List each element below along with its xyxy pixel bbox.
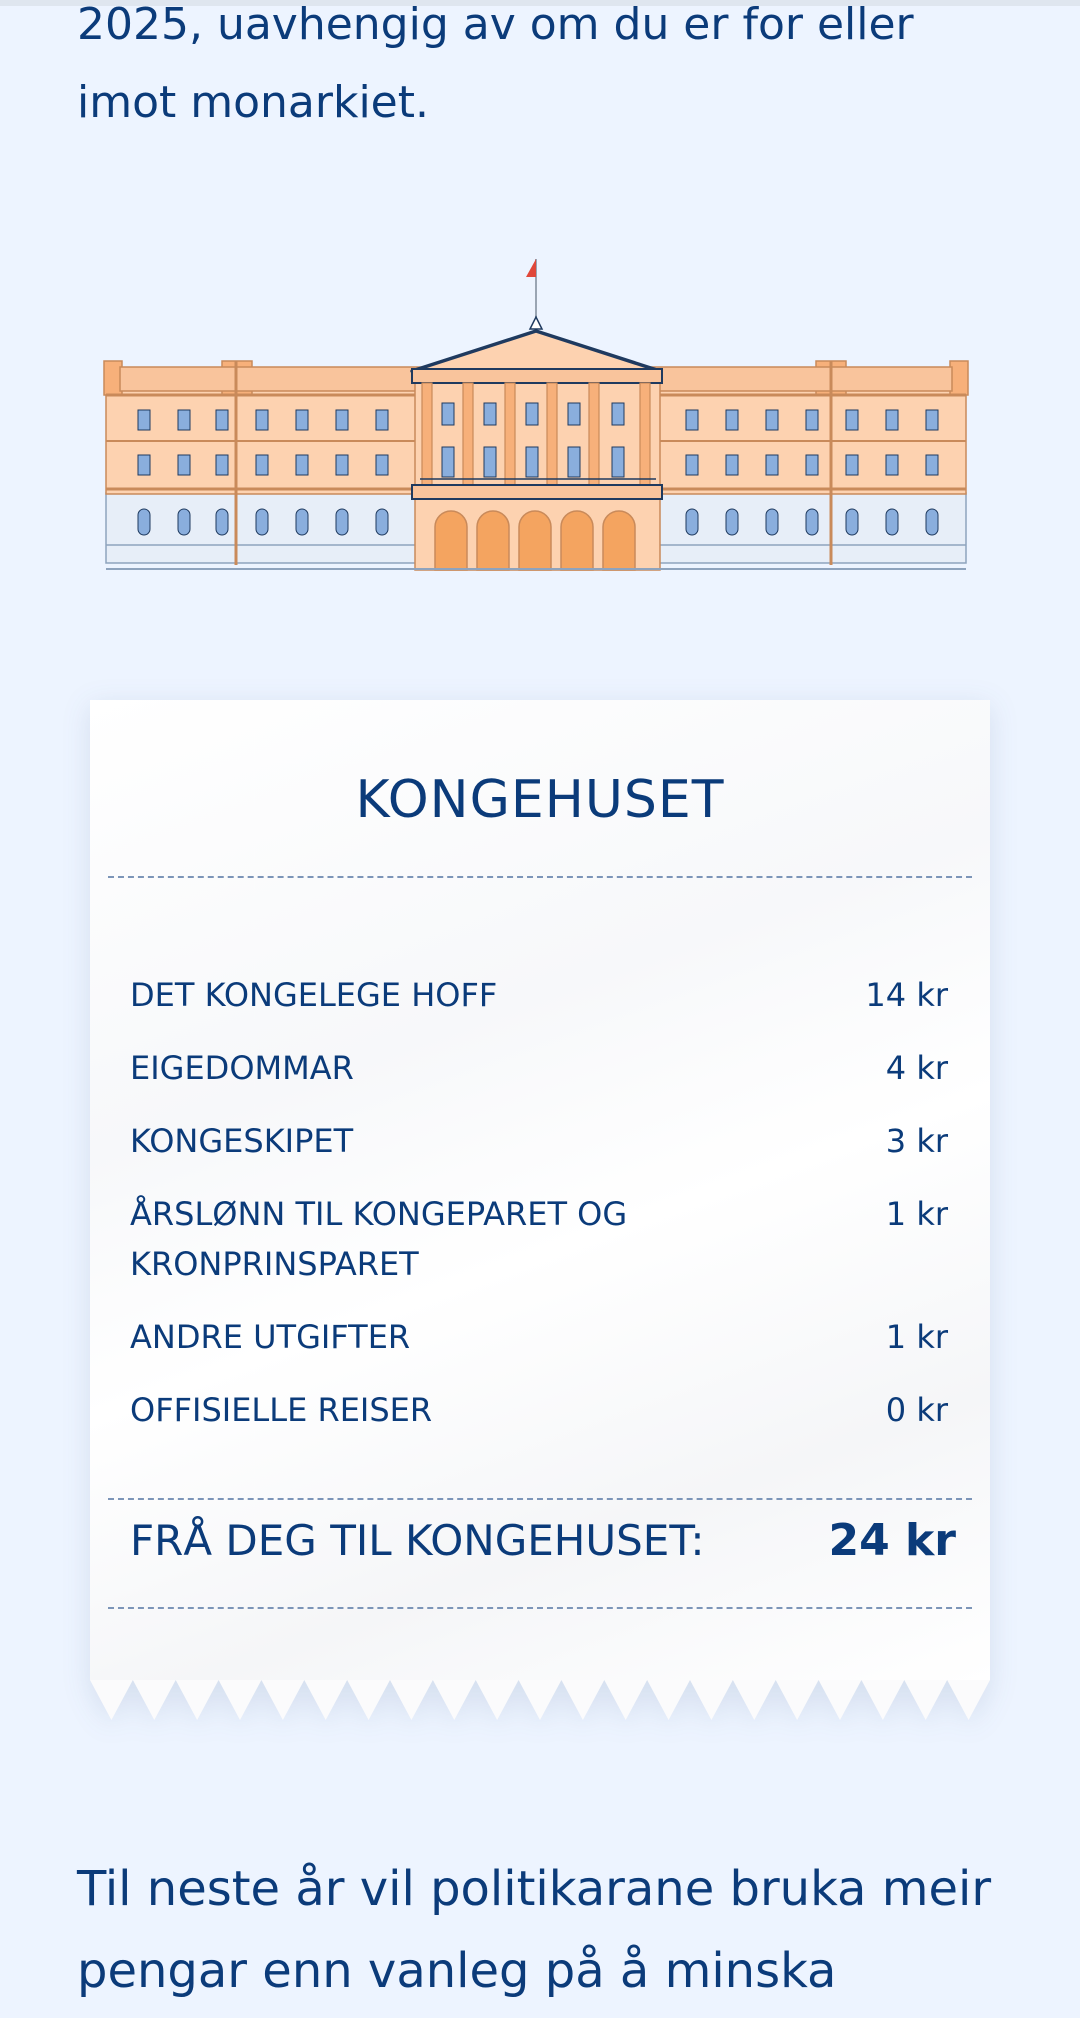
item-label: OFFISIELLE REISER <box>130 1391 433 1429</box>
receipt-torn-edge <box>90 1680 990 1720</box>
article-outro-text: Til neste år vil politikarane bruka meir… <box>77 1861 992 1999</box>
receipt-items: DET KONGELEGE HOFF 14 kr EIGEDOMMAR 4 kr… <box>130 970 950 1458</box>
article-intro-text: 2025, uavhengig av om du er for eller im… <box>77 0 914 128</box>
receipt-divider-total-top <box>108 1498 972 1500</box>
total-amount: 24 kr <box>828 1515 956 1566</box>
item-label: ANDRE UTGIFTER <box>130 1318 411 1356</box>
receipt-line-item: ÅRSLØNN TIL KONGEPARET OG KRONPRINSPARET… <box>130 1189 950 1289</box>
receipt: KONGEHUSET DET KONGELEGE HOFF 14 kr EIGE… <box>90 700 990 1720</box>
item-amount: 4 kr <box>885 1049 948 1087</box>
receipt-line-item: EIGEDOMMAR 4 kr <box>130 1043 950 1093</box>
item-amount: 0 kr <box>885 1391 948 1429</box>
item-amount: 1 kr <box>885 1195 948 1233</box>
royal-palace-illustration <box>103 259 969 571</box>
receipt-line-item: ANDRE UTGIFTER 1 kr <box>130 1312 950 1362</box>
receipt-divider-total-bottom <box>108 1607 972 1609</box>
receipt-line-item: OFFISIELLE REISER 0 kr <box>130 1385 950 1435</box>
receipt-line-item: DET KONGELEGE HOFF 14 kr <box>130 970 950 1020</box>
top-divider <box>0 0 1080 6</box>
item-label: EIGEDOMMAR <box>130 1049 354 1087</box>
item-amount: 1 kr <box>885 1318 948 1356</box>
total-label: FRÅ DEG TIL KONGEHUSET: <box>130 1516 705 1565</box>
receipt-title: KONGEHUSET <box>355 770 725 830</box>
item-label: KONGESKIPET <box>130 1122 354 1160</box>
item-label: ÅRSLØNN TIL KONGEPARET OG KRONPRINSPARET <box>130 1195 628 1283</box>
receipt-total: FRÅ DEG TIL KONGEHUSET: 24 kr <box>130 1515 956 1566</box>
item-amount: 14 kr <box>865 976 948 1014</box>
item-label: DET KONGELEGE HOFF <box>130 976 498 1014</box>
item-amount: 3 kr <box>885 1122 948 1160</box>
receipt-line-item: KONGESKIPET 3 kr <box>130 1116 950 1166</box>
receipt-paper: KONGEHUSET DET KONGELEGE HOFF 14 kr EIGE… <box>90 700 990 1680</box>
receipt-divider-top <box>108 876 972 878</box>
